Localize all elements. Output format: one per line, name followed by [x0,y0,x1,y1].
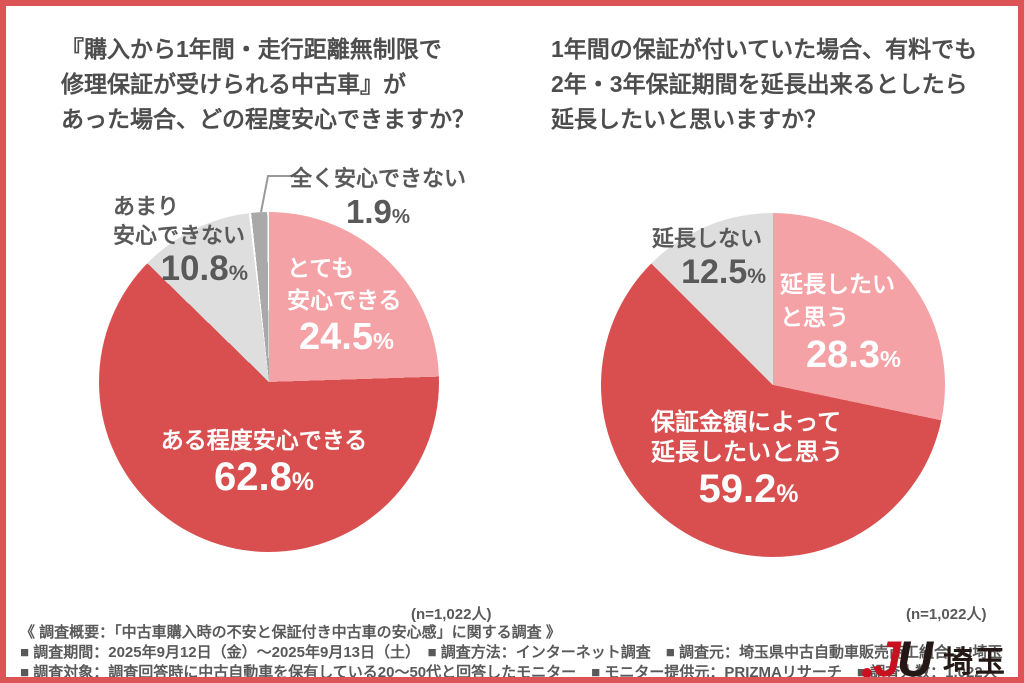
title-line: 2年・3年保証期間を延長出来るとしたら [551,71,968,97]
logo-j-mark: J [873,631,901,683]
right-pie-chart [601,213,945,557]
slice-label-text: 保証金額によって [651,409,842,436]
slice-label-text: あまり [113,194,180,219]
right-sample-size: (n=1,022人) [906,606,987,623]
slice-label-shitai: 延長したい と思う 28.3% [780,268,901,380]
right-chart-title: 1年間の保証が付いていた場合、有料でも 2年・3年保証期間を延長出来るとしたら … [551,32,977,137]
slice-label-text: と思う [780,304,849,330]
slice-label-kingaku: 保証金額によって 延長したいと思う 59.2% [651,408,846,516]
logo-u-mark: U [896,631,933,683]
logo-text: 埼玉 [942,646,1007,679]
title-line: 『購入から1年間・走行距離無制限で [61,36,442,62]
leader-line-mattaku [260,175,294,213]
slice-value: 62.8% [214,455,314,499]
ju-saitama-logo: J U 埼玉 [862,631,1007,683]
survey-overview-line: ■ 調査期間：2025年9月12日（金）～2025年9月13日（土） ■ 調査方… [20,644,1003,661]
slice-label-totemo: とても 安心できる 24.5% [287,252,402,362]
logo-dot [862,668,872,677]
slice-label-text: 延長したい [780,271,895,297]
slice-value: 24.5% [299,316,394,358]
slice-label-text: 延長しない [652,226,763,251]
survey-overview: 《 調査概要：「中古車購入時の不安と保証付き中古車の安心感」に関する調査 》 ■… [20,623,1003,681]
slice-label-aruteido: ある程度安心できる 62.8% [154,424,374,504]
slice-label-text: 安心できない [113,223,246,248]
slice-label-text: 延長したいと思う [651,439,843,466]
left-chart-title: 『購入から1年間・走行距離無制限で 修理保証が受けられる中古車』が あった場合、… [61,32,475,137]
left-sample-size: (n=1,022人) [411,606,492,623]
slice-label-text: とても [287,255,355,281]
survey-overview-line: ■ 調査対象：調査回答時に中古自動車を保有している20～50代と回答したモニター… [20,664,998,681]
slice-value: 1.9% [345,193,411,230]
slice-value: 28.3% [806,334,901,376]
slice-label-text: 安心できる [287,287,402,313]
slice-label-shinai: 延長しない 12.5% [652,224,766,296]
slice-label-mattaku: 全く安心できない 1.9% [289,164,467,236]
slice-label-text: 全く安心できない [289,166,466,191]
slice-value: 12.5% [681,253,766,291]
title-line: 延長したいと思いますか？ [551,106,827,132]
title-line: あった場合、どの程度安心できますか？ [61,106,475,132]
left-pie-chart [99,212,439,552]
survey-overview-heading: 《 調査概要：「中古車購入時の不安と保証付き中古車の安心感」に関する調査 》 [20,624,561,641]
slice-label-text: ある程度安心できる [160,427,368,453]
slice-label-amari: あまり 安心できない 10.8% [113,192,248,292]
title-line: 1年間の保証が付いていた場合、有料でも [551,36,978,62]
slice-value: 10.8% [160,249,248,288]
title-line: 修理保証が受けられる中古車』が [61,71,406,97]
slice-value: 59.2% [698,467,799,511]
